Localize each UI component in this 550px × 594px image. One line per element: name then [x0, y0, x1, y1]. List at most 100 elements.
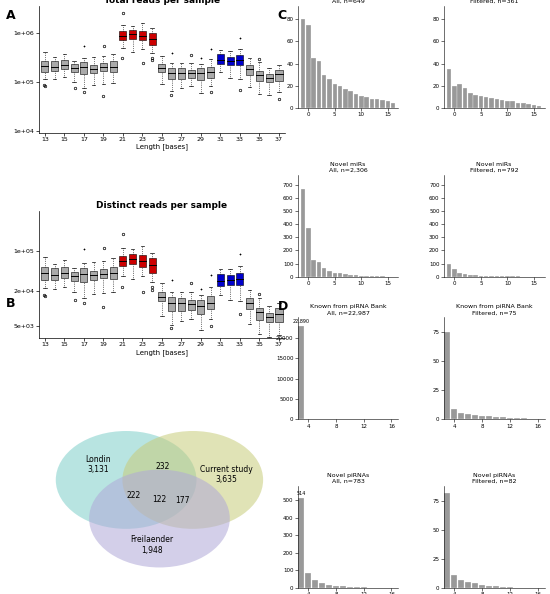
Bar — [451, 575, 457, 588]
Text: 222: 222 — [126, 491, 141, 500]
Text: Freilaender
1,948: Freilaender 1,948 — [130, 535, 174, 555]
Text: Londin
3,131: Londin 3,131 — [85, 455, 111, 474]
Bar — [207, 67, 214, 78]
Bar — [526, 104, 531, 108]
Bar — [468, 93, 472, 108]
Title: Known from miRBase v20
All, n=649: Known from miRBase v20 All, n=649 — [307, 0, 388, 4]
Bar — [486, 586, 492, 588]
Bar — [168, 68, 175, 79]
Bar — [197, 68, 205, 80]
Bar — [246, 65, 253, 75]
Bar — [70, 64, 78, 72]
Text: Current study
3,635: Current study 3,635 — [200, 465, 252, 485]
Bar — [207, 296, 214, 309]
Title: Novel miRs
All, n=2,306: Novel miRs All, n=2,306 — [329, 162, 367, 173]
Bar — [386, 102, 390, 108]
Bar — [507, 587, 513, 588]
Bar — [484, 97, 488, 108]
Bar — [246, 298, 253, 309]
Bar — [70, 272, 78, 281]
Bar — [359, 96, 364, 108]
Text: C: C — [278, 9, 287, 22]
Bar — [452, 86, 456, 108]
Ellipse shape — [89, 470, 230, 567]
Bar — [305, 573, 311, 588]
Bar — [375, 99, 379, 108]
Bar — [444, 333, 450, 419]
Bar — [516, 103, 520, 108]
Bar — [521, 418, 526, 419]
Bar — [178, 68, 185, 79]
Text: 177: 177 — [175, 496, 190, 505]
Bar — [489, 98, 494, 108]
Bar — [347, 587, 353, 588]
Bar — [474, 276, 478, 277]
Bar — [326, 584, 332, 588]
Title: Novel piRNAs
Filtered, n=82: Novel piRNAs Filtered, n=82 — [472, 473, 516, 484]
Bar — [391, 103, 395, 108]
Bar — [458, 273, 462, 277]
Bar — [514, 418, 520, 419]
Bar — [306, 25, 311, 108]
Text: 122: 122 — [152, 495, 167, 504]
Bar — [41, 267, 48, 280]
Bar — [349, 91, 353, 108]
Bar — [380, 100, 385, 108]
Bar — [493, 586, 499, 588]
Bar — [361, 587, 367, 588]
Bar — [148, 33, 156, 45]
Title: Known from miRBase v20
Filtered, n=361: Known from miRBase v20 Filtered, n=361 — [454, 0, 535, 4]
Bar — [451, 409, 457, 419]
Bar — [458, 580, 464, 588]
Bar — [364, 276, 369, 277]
Bar — [100, 63, 107, 71]
Bar — [359, 276, 364, 277]
Bar — [100, 268, 107, 278]
X-axis label: Length [bases]: Length [bases] — [136, 144, 188, 150]
Bar — [489, 276, 494, 277]
Bar — [494, 276, 499, 277]
Bar — [298, 498, 304, 588]
Bar — [61, 60, 68, 69]
Bar — [474, 95, 478, 108]
Bar — [447, 69, 452, 108]
Text: A: A — [6, 9, 15, 22]
Bar — [168, 297, 175, 311]
Bar — [276, 308, 283, 321]
Bar — [90, 65, 97, 72]
Bar — [479, 416, 485, 419]
Bar — [447, 264, 452, 277]
Bar — [178, 298, 185, 311]
Bar — [505, 102, 510, 108]
Bar — [338, 273, 342, 277]
Bar — [349, 274, 353, 277]
Text: D: D — [278, 300, 288, 313]
Bar — [256, 71, 263, 81]
Bar — [301, 19, 305, 108]
Bar — [188, 69, 195, 78]
Bar — [468, 275, 472, 277]
Bar — [129, 254, 136, 264]
Bar — [343, 274, 348, 277]
Bar — [333, 84, 337, 108]
Bar — [306, 228, 311, 277]
Bar — [484, 276, 488, 277]
Bar — [51, 268, 58, 280]
Bar — [322, 268, 327, 277]
Bar — [333, 273, 337, 277]
Ellipse shape — [123, 431, 263, 529]
Bar — [333, 586, 339, 588]
Bar — [227, 56, 234, 65]
Bar — [41, 61, 48, 72]
Bar — [119, 256, 126, 266]
Bar — [338, 86, 342, 108]
Bar — [458, 84, 462, 108]
Bar — [317, 61, 321, 108]
Bar — [479, 584, 485, 588]
Text: B: B — [6, 297, 15, 310]
Bar — [463, 88, 467, 108]
Bar — [327, 271, 332, 277]
Bar — [322, 75, 327, 108]
Bar — [139, 31, 146, 40]
Bar — [521, 103, 526, 108]
